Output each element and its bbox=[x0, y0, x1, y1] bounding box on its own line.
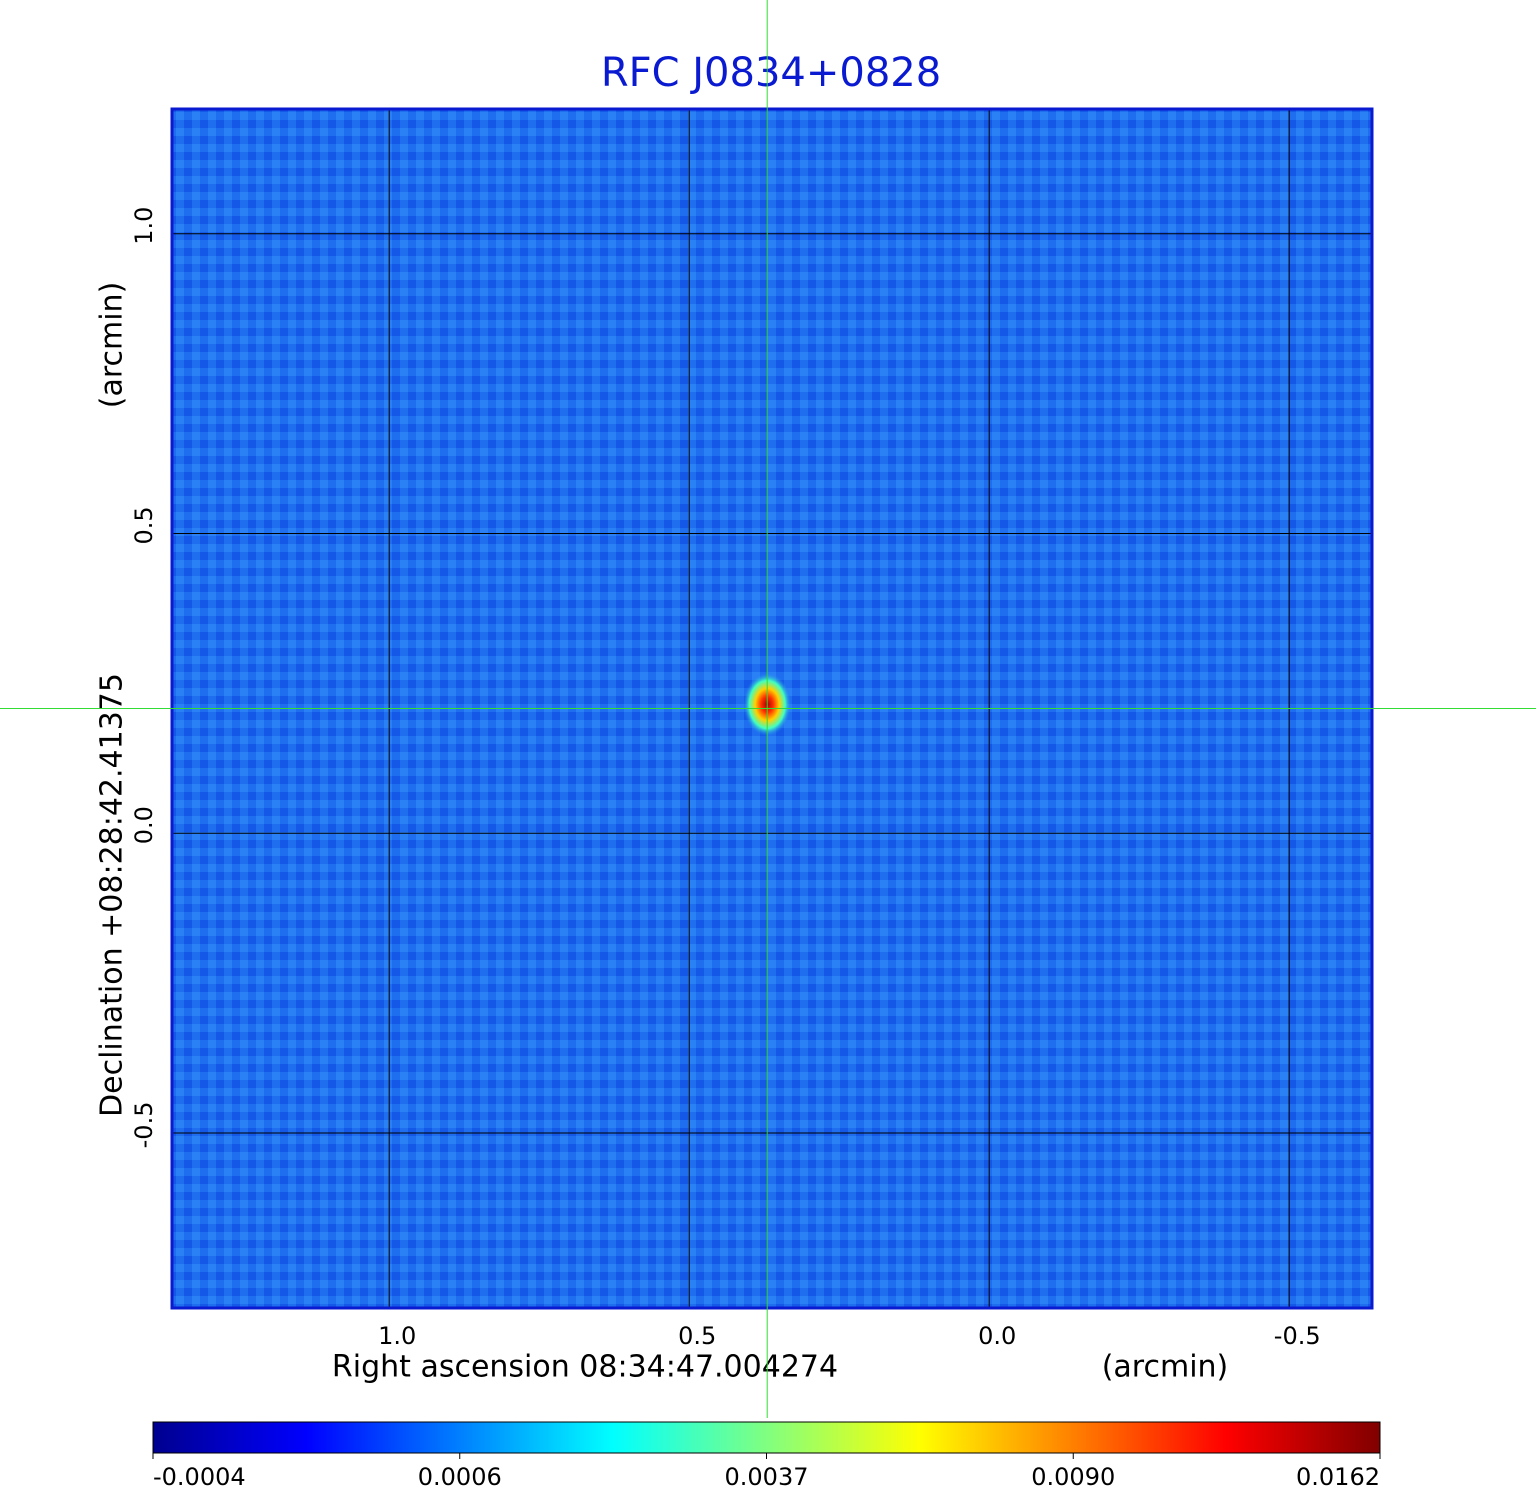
x-axis-unit: (arcmin) bbox=[1102, 1350, 1229, 1385]
colorbar-tick-label: 0.0037 bbox=[725, 1463, 809, 1491]
x-tick-label: 0.5 bbox=[678, 1322, 716, 1350]
chart-title: RFC J0834+0828 bbox=[601, 50, 941, 96]
y-tick-label: 1.0 bbox=[130, 207, 158, 245]
x-axis-label: Right ascension 08:34:47.004274 bbox=[332, 1350, 838, 1385]
x-tick-label: 0.0 bbox=[978, 1322, 1016, 1350]
x-tick-label: 1.0 bbox=[378, 1322, 416, 1350]
colorbar-tick-label: 0.0162 bbox=[1296, 1463, 1380, 1491]
y-axis-unit: (arcmin) bbox=[95, 282, 130, 409]
y-tick-label: 0.5 bbox=[130, 506, 158, 544]
y-tick-label: -0.5 bbox=[130, 1102, 158, 1149]
x-tick-label: -0.5 bbox=[1274, 1322, 1321, 1350]
y-axis-label: Declination +08:28:42.41375 bbox=[95, 673, 130, 1117]
colorbar bbox=[152, 1421, 1381, 1454]
colorbar-tick-label: 0.0090 bbox=[1031, 1463, 1115, 1491]
y-tick-label: 0.0 bbox=[130, 806, 158, 844]
colorbar-tick-label: 0.0006 bbox=[418, 1463, 502, 1491]
colorbar-tick-label: -0.0004 bbox=[153, 1463, 246, 1491]
